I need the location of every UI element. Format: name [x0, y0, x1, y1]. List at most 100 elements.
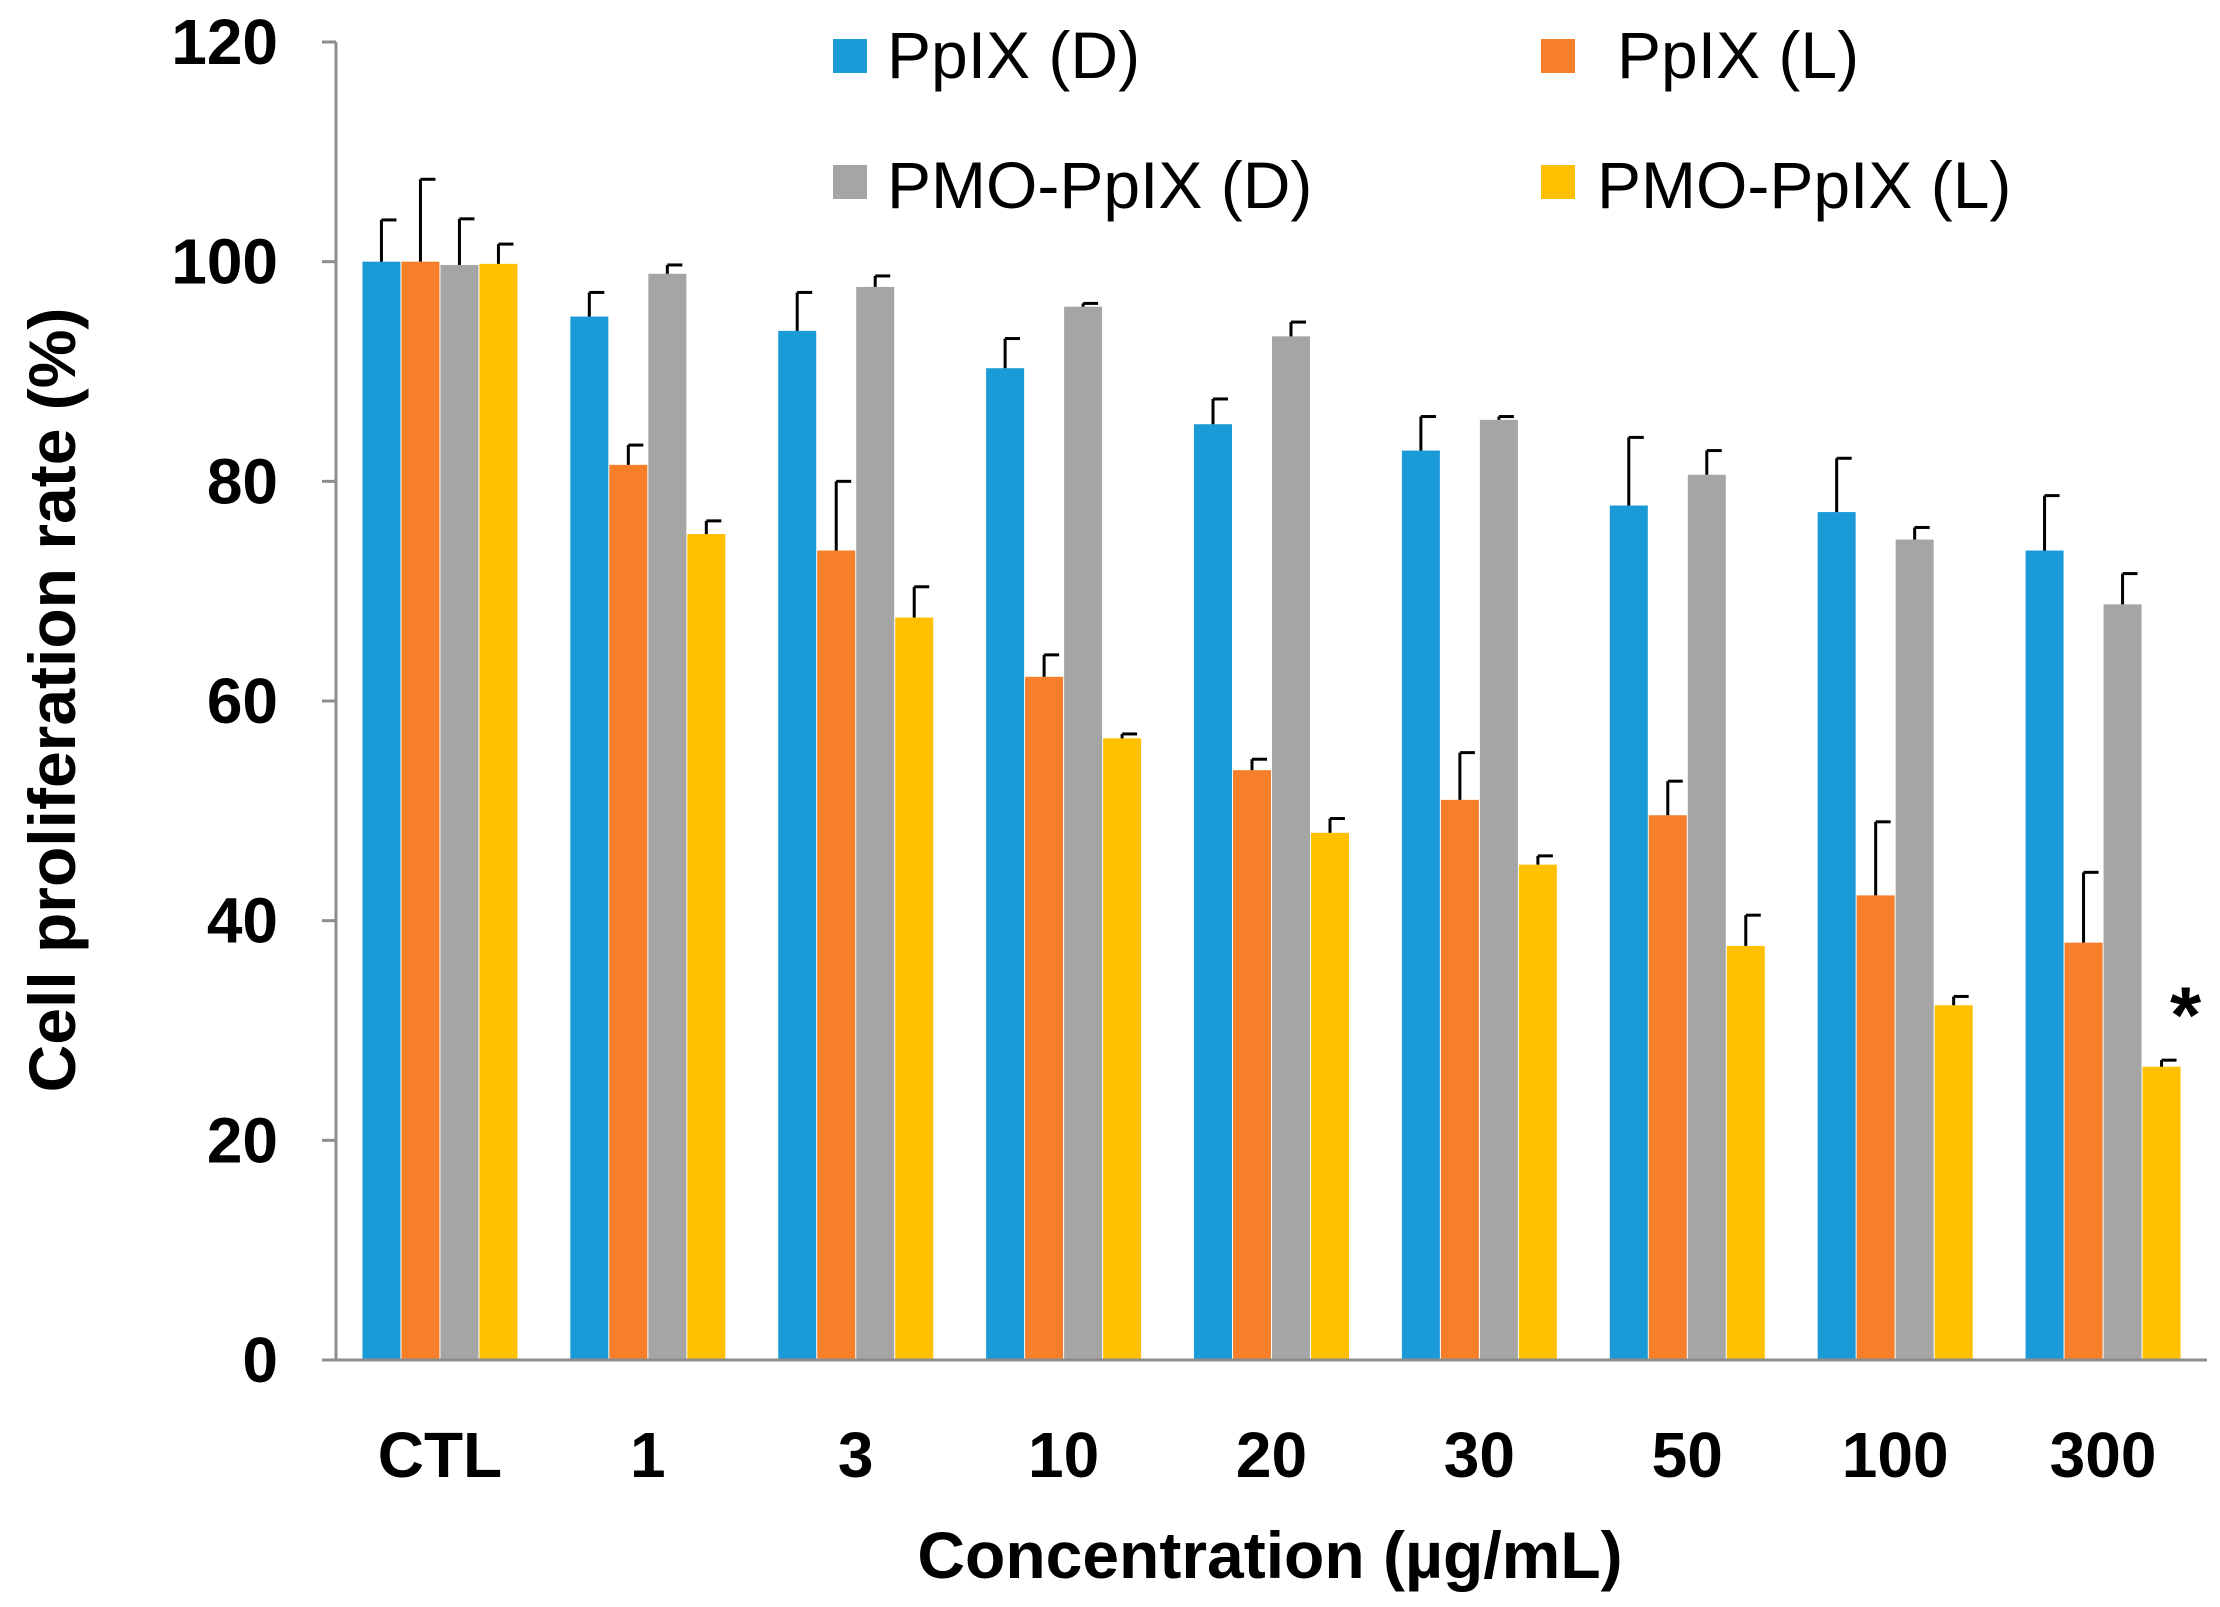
x-tick-label: CTL	[378, 1419, 502, 1491]
bar-pmo-ppix-l-3	[895, 617, 934, 1360]
x-tick-label: 30	[1444, 1419, 1515, 1491]
bar-pmo-ppix-d-20	[1272, 336, 1310, 1360]
error-bar	[1328, 817, 1345, 833]
error-bar	[1211, 397, 1228, 425]
error-bar	[1952, 994, 1969, 1006]
error-bar	[1081, 301, 1099, 307]
bar-ppix-l-30	[1440, 799, 1479, 1360]
legend-swatch-pmo-ppix-l	[1541, 165, 1575, 199]
error-bar	[2082, 870, 2099, 943]
error-bar	[1458, 751, 1475, 800]
error-bar	[1289, 320, 1306, 337]
bar-ppix-d-3	[778, 330, 817, 1360]
error-bar	[1497, 415, 1514, 420]
error-bar	[457, 217, 475, 265]
bar-pmo-ppix-l-1	[687, 534, 726, 1360]
error-bar	[2043, 494, 2060, 551]
x-tick-label: 1	[630, 1419, 666, 1491]
legend-label-pmo-ppix-l: PMO-PpIX (L)	[1597, 148, 2011, 222]
bar-ppix-l-300	[2064, 942, 2103, 1360]
y-tick-label: 20	[207, 1104, 278, 1176]
bar-ppix-d-10	[986, 368, 1025, 1361]
error-bar	[1042, 653, 1060, 677]
bar-ppix-d-300	[2025, 550, 2064, 1360]
bar-pmo-ppix-d-300	[2103, 604, 2142, 1360]
legend-swatch-ppix-d	[833, 39, 867, 73]
error-bar	[834, 479, 852, 551]
error-bar	[1419, 415, 1436, 451]
error-bar	[1536, 854, 1553, 865]
error-bar	[873, 274, 891, 287]
error-bar	[418, 177, 436, 262]
bars-layer	[362, 177, 2181, 1361]
bar-ppix-d-30	[1401, 450, 1440, 1361]
error-bar	[496, 242, 514, 264]
y-tick-label: 120	[171, 6, 278, 78]
bar-pmo-ppix-l-50	[1726, 945, 1765, 1360]
y-tick-label: 80	[207, 445, 278, 517]
legend-swatch-pmo-ppix-d	[833, 165, 867, 199]
y-tick-label: 60	[207, 665, 278, 737]
y-axis-title: Cell proliferation rate (%)	[15, 308, 89, 1093]
x-tick-label: 300	[2050, 1419, 2157, 1491]
bar-ppix-l-50	[1648, 815, 1687, 1360]
error-bar	[1120, 732, 1138, 739]
error-bar	[1835, 456, 1852, 513]
bar-ppix-l-10	[1025, 676, 1064, 1360]
bar-ppix-l-20	[1233, 770, 1271, 1360]
bar-ppix-d-100	[1817, 512, 1856, 1360]
error-bar	[1250, 757, 1267, 771]
error-bar	[1913, 525, 1930, 540]
significance-asterisk: *	[2170, 971, 2202, 1060]
x-tick-label: 50	[1652, 1419, 1723, 1491]
bar-ppix-d-20	[1194, 424, 1232, 1361]
bar-ppix-l-100	[1856, 895, 1895, 1360]
bar-pmo-ppix-l-300	[2142, 1066, 2181, 1360]
y-tick-label: 100	[171, 226, 278, 298]
error-bar	[2160, 1058, 2177, 1067]
bar-ppix-d-1	[570, 316, 609, 1360]
error-bar	[1744, 913, 1761, 946]
bar-pmo-ppix-l-20	[1311, 832, 1349, 1360]
x-tick-label: 3	[838, 1419, 874, 1491]
bar-pmo-ppix-d-ctl	[440, 264, 479, 1360]
error-bar	[1003, 337, 1021, 369]
y-tick-label: 40	[207, 885, 278, 957]
error-bar	[912, 585, 930, 618]
error-bar	[795, 290, 813, 331]
ticks-layer: CTL 1 3 10 20 30 50 100 300 0 20 40 60 80 100 120	[171, 6, 2156, 1491]
legend-swatch-ppix-l	[1541, 39, 1575, 73]
bar-ppix-l-ctl	[401, 261, 440, 1361]
y-tick-label: 0	[242, 1324, 278, 1396]
bar-pmo-ppix-d-100	[1895, 539, 1934, 1360]
bar-pmo-ppix-l-10	[1103, 738, 1142, 1360]
bar-ppix-l-3	[817, 550, 856, 1360]
error-bar	[626, 443, 644, 465]
error-bar	[379, 218, 397, 262]
bar-ppix-d-50	[1609, 505, 1648, 1360]
legend-label-ppix-d: PpIX (D)	[887, 18, 1140, 92]
x-tick-label: 20	[1236, 1419, 1307, 1491]
legend-label-ppix-l: PpIX (L)	[1617, 18, 1859, 92]
bar-pmo-ppix-d-30	[1479, 419, 1518, 1360]
bar-pmo-ppix-l-ctl	[479, 263, 518, 1361]
error-bar	[1627, 435, 1644, 506]
error-bar	[587, 290, 605, 317]
error-bar	[665, 263, 683, 274]
error-bar	[2121, 572, 2138, 605]
x-axis-title: Concentration (µg/mL)	[917, 1518, 1622, 1592]
bar-ppix-d-ctl	[362, 261, 401, 1361]
error-bar	[1666, 779, 1683, 816]
error-bar	[1874, 820, 1891, 896]
bar-pmo-ppix-d-1	[648, 273, 687, 1361]
annotations: *	[2170, 971, 2202, 1060]
bar-pmo-ppix-l-100	[1934, 1005, 1973, 1360]
legend: PpIX (D) PpIX (L) PMO-PpIX (D) PMO-PpIX (L)	[833, 18, 2011, 222]
x-tick-label: 10	[1028, 1419, 1099, 1491]
bar-pmo-ppix-d-3	[856, 286, 895, 1360]
bar-pmo-ppix-l-30	[1518, 864, 1557, 1360]
legend-label-pmo-ppix-d: PMO-PpIX (D)	[887, 148, 1312, 222]
error-bar	[704, 519, 722, 535]
bar-pmo-ppix-d-10	[1064, 306, 1103, 1360]
